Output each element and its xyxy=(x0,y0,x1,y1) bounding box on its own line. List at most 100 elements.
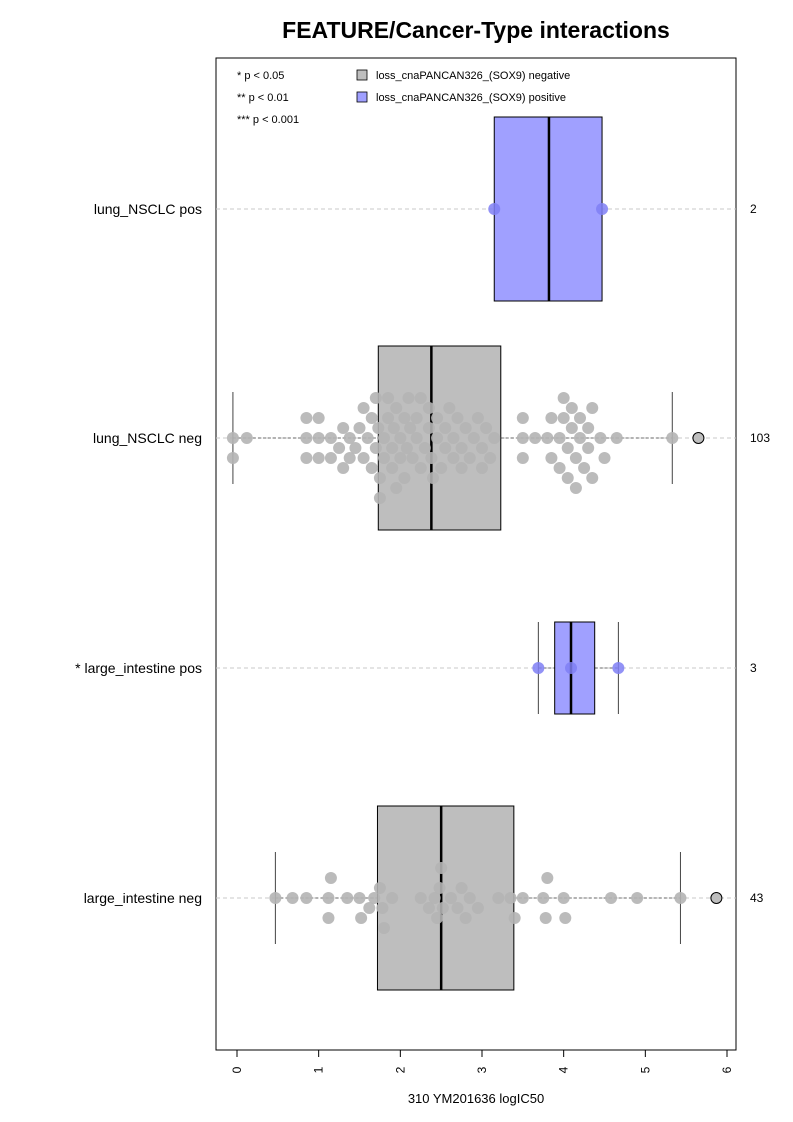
data-point xyxy=(343,452,356,464)
data-point xyxy=(666,432,679,444)
data-point xyxy=(557,892,570,904)
category-label: large_intestine neg xyxy=(84,890,202,906)
data-point xyxy=(422,402,435,414)
data-point xyxy=(492,892,505,904)
x-tick-label: 6 xyxy=(720,1066,734,1073)
data-point xyxy=(353,422,366,434)
data-point xyxy=(394,432,407,444)
data-point xyxy=(476,462,488,474)
data-point xyxy=(422,902,435,914)
data-point xyxy=(586,402,599,414)
data-point xyxy=(404,422,417,434)
data-point xyxy=(353,892,366,904)
data-point xyxy=(378,452,390,464)
data-point xyxy=(324,452,337,464)
data-point xyxy=(439,422,452,434)
data-points xyxy=(226,203,723,934)
data-point xyxy=(398,412,411,424)
x-tick-label: 5 xyxy=(638,1066,652,1073)
data-point xyxy=(414,462,427,474)
data-point xyxy=(471,902,484,914)
data-point xyxy=(414,892,427,904)
data-point xyxy=(433,882,446,894)
data-point xyxy=(300,452,313,464)
data-point xyxy=(565,422,578,434)
data-point xyxy=(447,432,460,444)
count-labels: 2 103 3 43 xyxy=(750,202,770,905)
outlier-point xyxy=(692,432,705,444)
data-point xyxy=(574,412,586,424)
data-point xyxy=(386,442,399,454)
data-point xyxy=(425,452,438,464)
data-point xyxy=(427,472,439,484)
data-point xyxy=(286,892,299,904)
data-point xyxy=(357,402,370,414)
data-point xyxy=(324,872,337,884)
data-point xyxy=(516,892,529,904)
data-point xyxy=(565,662,578,674)
data-point xyxy=(459,422,472,434)
data-point xyxy=(378,432,390,444)
data-point xyxy=(476,442,488,454)
data-point xyxy=(414,392,427,404)
data-point xyxy=(312,452,325,464)
data-point xyxy=(387,422,400,434)
data-point xyxy=(444,892,457,904)
data-point xyxy=(605,892,618,904)
data-point xyxy=(488,432,501,444)
data-point xyxy=(582,422,595,434)
category-label: * large_intestine pos xyxy=(75,660,202,676)
data-point xyxy=(428,892,441,904)
data-point xyxy=(508,912,521,924)
data-point xyxy=(455,882,468,894)
data-point xyxy=(435,462,448,474)
data-point xyxy=(226,432,239,444)
data-point xyxy=(300,412,313,424)
data-point xyxy=(447,452,460,464)
category-labels: lung_NSCLC pos lung_NSCLC neg * large_inte… xyxy=(75,201,202,906)
data-point xyxy=(386,462,399,474)
data-point xyxy=(559,912,572,924)
significance-legend-2: ** p < 0.01 xyxy=(237,92,289,104)
data-point xyxy=(451,412,464,424)
x-tick-label: 4 xyxy=(557,1066,571,1073)
data-point xyxy=(410,412,423,424)
x-axis-label: 310 YM201636 logIC50 xyxy=(408,1091,544,1106)
data-point xyxy=(365,412,378,424)
data-point xyxy=(463,892,476,904)
category-label: lung_NSCLC pos xyxy=(94,201,202,217)
data-point xyxy=(333,442,346,454)
data-point xyxy=(529,432,542,444)
legend: * p < 0.05 ** p < 0.01 *** p < 0.001 los… xyxy=(237,69,570,126)
data-point xyxy=(569,452,582,464)
data-point xyxy=(484,452,497,464)
data-point xyxy=(378,922,390,934)
data-point xyxy=(435,862,448,874)
data-point xyxy=(439,442,452,454)
data-point xyxy=(349,442,362,454)
data-point xyxy=(341,892,354,904)
data-point xyxy=(561,472,574,484)
data-point xyxy=(537,892,550,904)
data-point xyxy=(368,892,381,904)
data-point xyxy=(578,462,591,474)
data-point xyxy=(471,412,484,424)
data-point xyxy=(610,432,623,444)
data-point xyxy=(322,892,335,904)
significance-legend-3: *** p < 0.001 xyxy=(237,114,299,126)
data-point xyxy=(467,432,480,444)
guide-lines xyxy=(216,208,736,899)
data-point xyxy=(369,442,382,454)
data-point xyxy=(516,412,529,424)
data-point xyxy=(269,892,282,904)
significance-legend-1: * p < 0.05 xyxy=(237,70,284,82)
data-point xyxy=(406,452,419,464)
data-point xyxy=(674,892,687,904)
x-tick-label: 0 xyxy=(230,1066,244,1073)
data-point xyxy=(355,912,368,924)
legend-swatch-positive xyxy=(356,91,368,103)
data-point xyxy=(322,912,335,924)
data-point xyxy=(300,432,313,444)
data-point xyxy=(532,662,545,674)
legend-label-negative: loss_cnaPANCAN326_(SOX9) negative xyxy=(376,70,570,82)
